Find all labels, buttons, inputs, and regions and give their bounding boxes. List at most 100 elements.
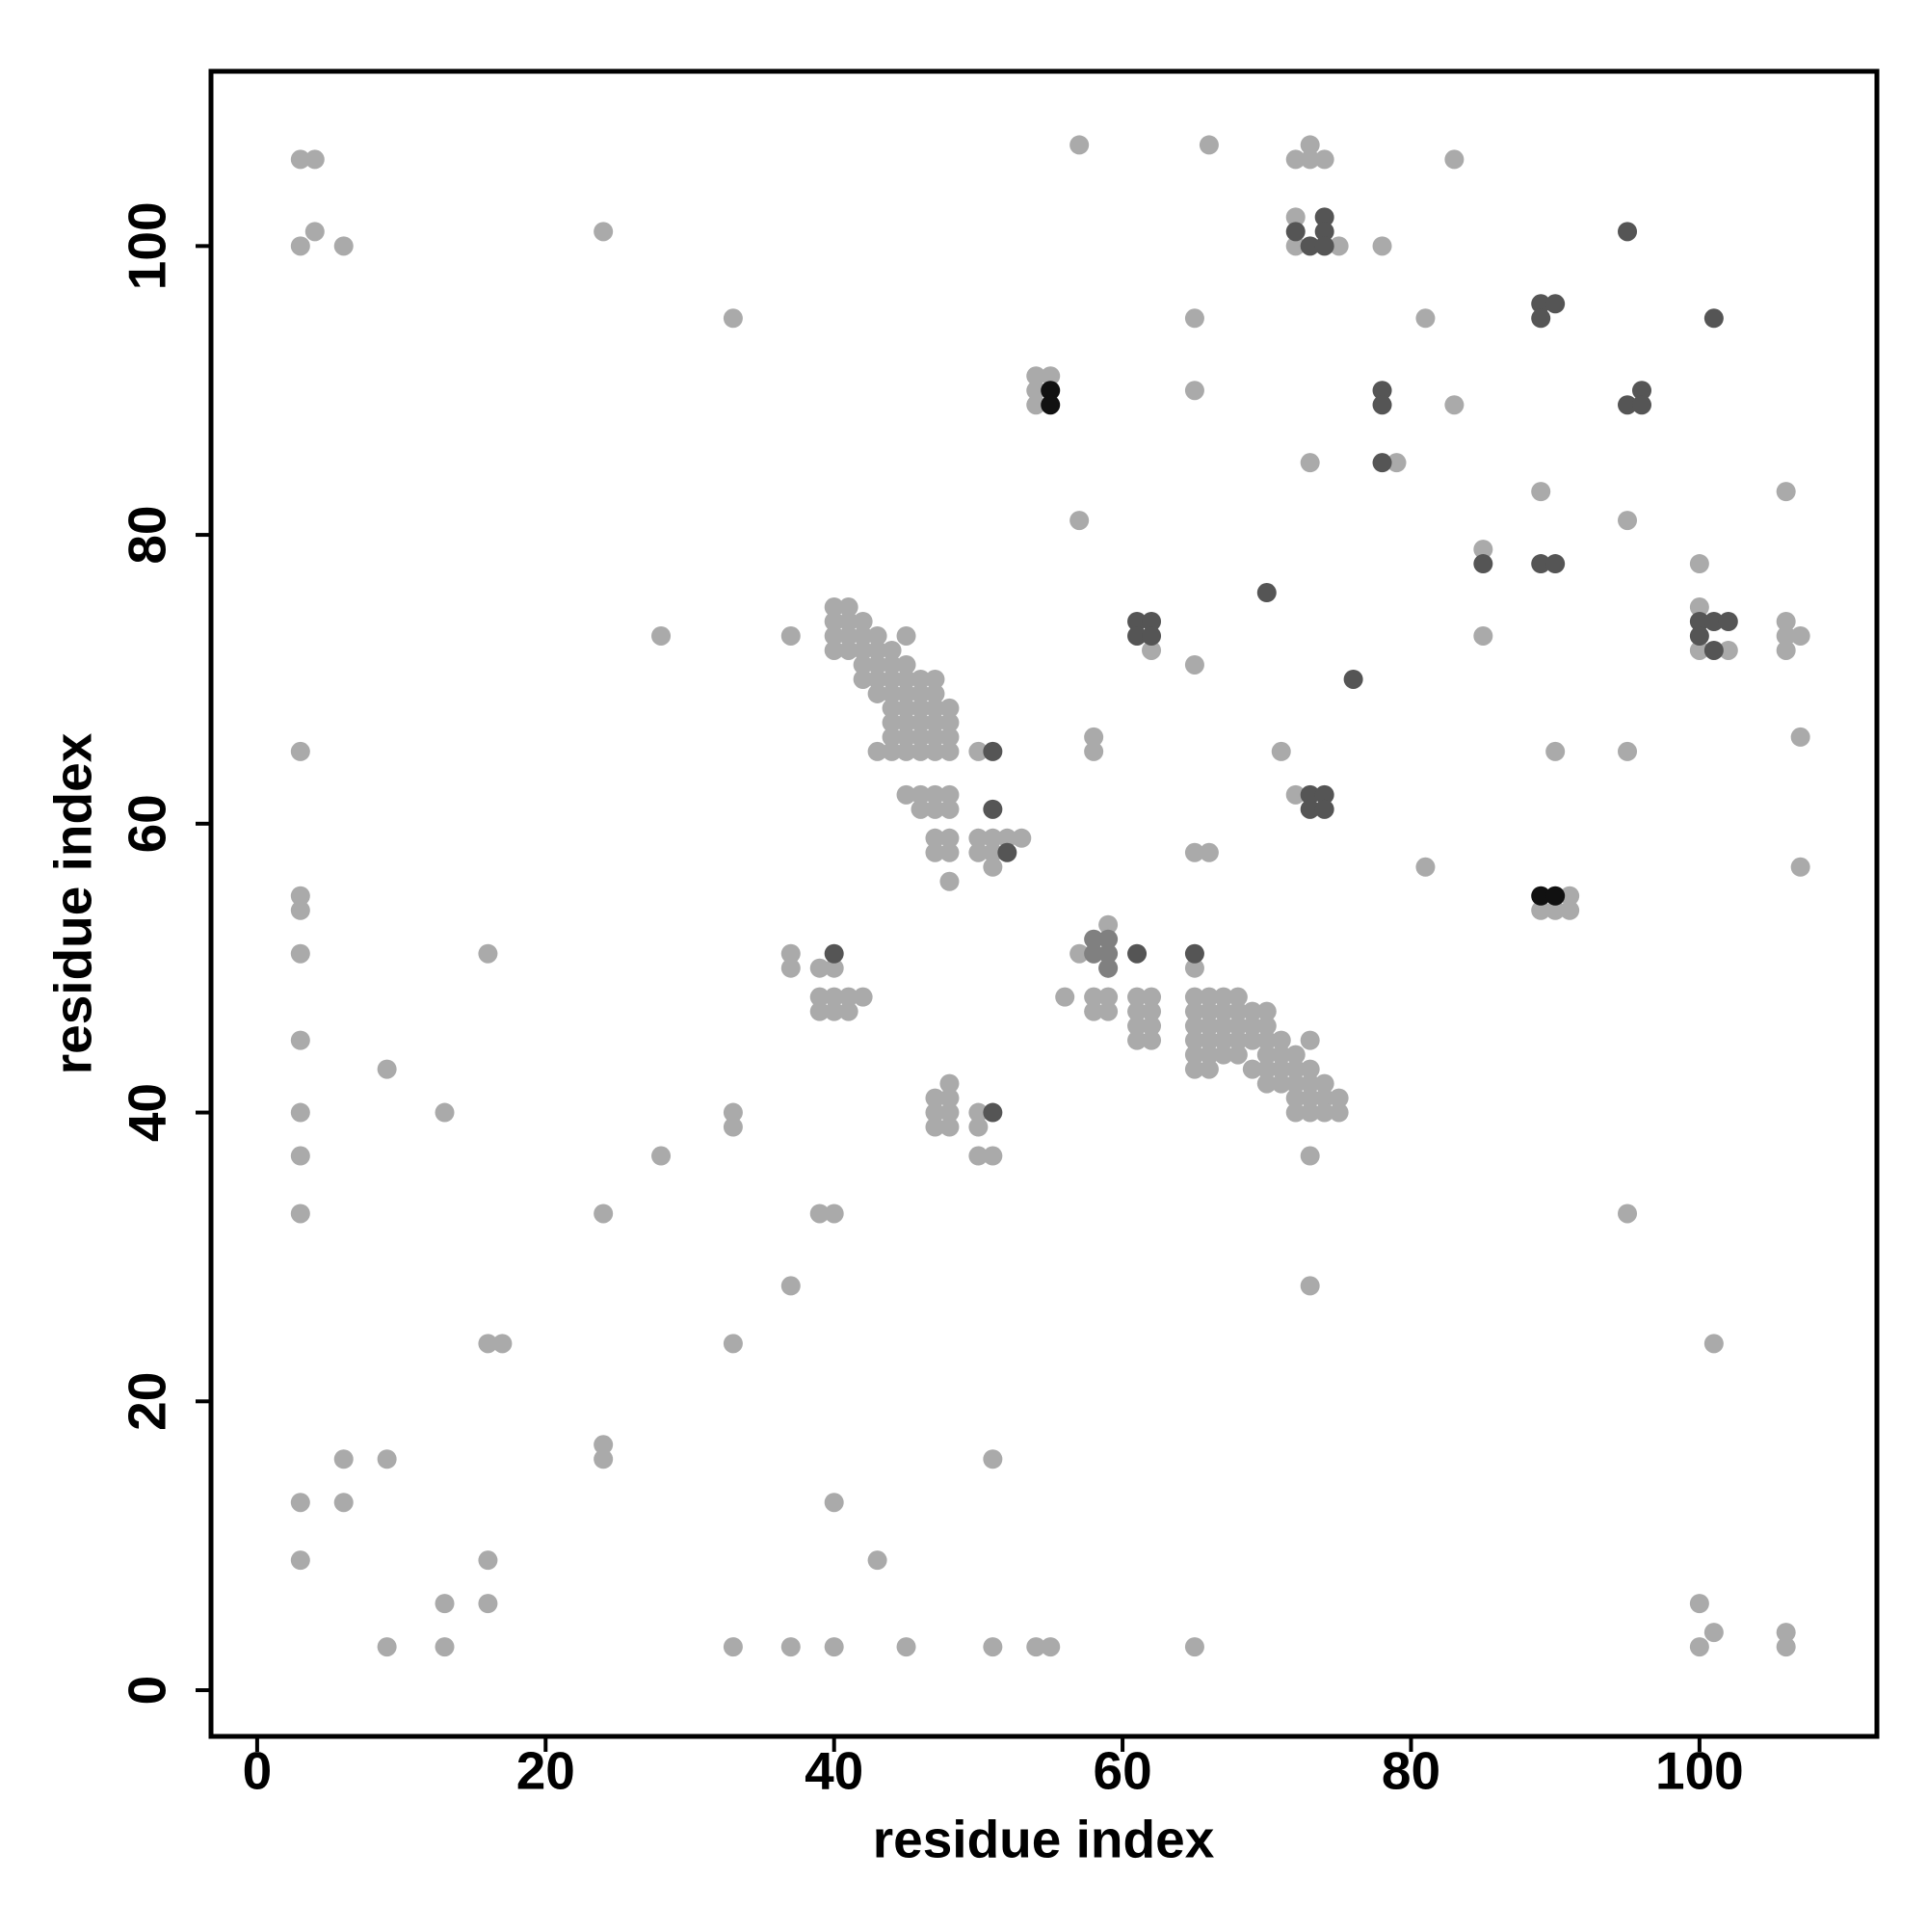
point xyxy=(1142,612,1162,632)
point xyxy=(1300,135,1320,155)
point xyxy=(1300,1088,1320,1108)
point xyxy=(1703,640,1724,660)
point xyxy=(896,698,916,718)
point xyxy=(853,987,873,1007)
point xyxy=(1026,381,1046,401)
point xyxy=(896,625,916,646)
point xyxy=(290,943,310,964)
point xyxy=(594,1204,614,1224)
point xyxy=(651,625,672,646)
point xyxy=(925,669,945,689)
point xyxy=(1776,612,1796,632)
x-tick-label: 40 xyxy=(805,1741,863,1801)
point xyxy=(594,222,614,242)
point xyxy=(1098,943,1119,964)
point xyxy=(911,727,931,747)
point xyxy=(809,1001,830,1021)
point xyxy=(838,1001,858,1021)
point xyxy=(1184,1016,1204,1036)
point xyxy=(1618,1204,1638,1224)
point xyxy=(925,683,945,703)
point xyxy=(983,1637,1003,1657)
point xyxy=(1300,799,1320,819)
point xyxy=(1271,741,1291,761)
point xyxy=(1415,308,1436,329)
point xyxy=(1473,554,1493,574)
point xyxy=(780,943,801,964)
point xyxy=(838,625,858,646)
point xyxy=(1142,1001,1162,1021)
point xyxy=(1545,741,1566,761)
point xyxy=(1127,625,1148,646)
plot-frame xyxy=(208,68,1880,1739)
point xyxy=(939,842,960,862)
point xyxy=(1041,381,1061,401)
point xyxy=(1776,625,1796,646)
point xyxy=(1184,842,1204,862)
point xyxy=(882,712,902,732)
point xyxy=(1084,727,1104,747)
point xyxy=(1199,135,1219,155)
point xyxy=(1184,381,1204,401)
point xyxy=(838,640,858,660)
point xyxy=(983,842,1003,862)
point xyxy=(1618,222,1638,242)
x-tick-label: 0 xyxy=(243,1741,273,1801)
point xyxy=(1127,987,1148,1007)
point xyxy=(1618,741,1638,761)
point xyxy=(723,1334,743,1354)
point xyxy=(809,987,830,1007)
x-axis-label: residue index xyxy=(873,1810,1215,1869)
point xyxy=(1545,554,1566,574)
point xyxy=(925,1102,945,1123)
point xyxy=(1256,1059,1277,1079)
point xyxy=(1285,1073,1306,1094)
point xyxy=(882,669,902,689)
point xyxy=(1473,540,1493,560)
point xyxy=(896,1637,916,1657)
point xyxy=(824,943,844,964)
point xyxy=(1199,1059,1219,1079)
point xyxy=(1142,625,1162,646)
point xyxy=(1300,1059,1320,1079)
point xyxy=(896,712,916,732)
point xyxy=(838,597,858,618)
point xyxy=(809,958,830,978)
point xyxy=(1776,1623,1796,1643)
point xyxy=(1285,1045,1306,1065)
point xyxy=(1618,511,1638,531)
point xyxy=(478,1550,498,1571)
point xyxy=(478,1594,498,1614)
point xyxy=(824,1001,844,1021)
point xyxy=(1084,1001,1104,1021)
point xyxy=(1618,395,1638,415)
point xyxy=(1142,1030,1162,1050)
point xyxy=(1184,1059,1204,1079)
point xyxy=(1142,640,1162,660)
point xyxy=(1300,236,1320,256)
point xyxy=(1386,453,1407,473)
point xyxy=(1098,958,1119,978)
point xyxy=(925,842,945,862)
point xyxy=(377,1449,397,1469)
point xyxy=(1776,1637,1796,1657)
point xyxy=(911,683,931,703)
point xyxy=(1372,236,1392,256)
point xyxy=(925,1117,945,1137)
point xyxy=(435,1594,455,1614)
point xyxy=(1213,987,1233,1007)
point xyxy=(1372,395,1392,415)
point xyxy=(1184,654,1204,675)
point xyxy=(1314,799,1334,819)
point xyxy=(1300,1102,1320,1123)
point xyxy=(968,828,989,848)
point xyxy=(867,625,887,646)
point xyxy=(925,741,945,761)
point xyxy=(1041,1637,1061,1657)
point xyxy=(939,1117,960,1137)
point xyxy=(1300,149,1320,170)
point xyxy=(939,727,960,747)
point xyxy=(1271,1059,1291,1079)
point xyxy=(1213,1030,1233,1050)
point xyxy=(1689,1637,1709,1657)
